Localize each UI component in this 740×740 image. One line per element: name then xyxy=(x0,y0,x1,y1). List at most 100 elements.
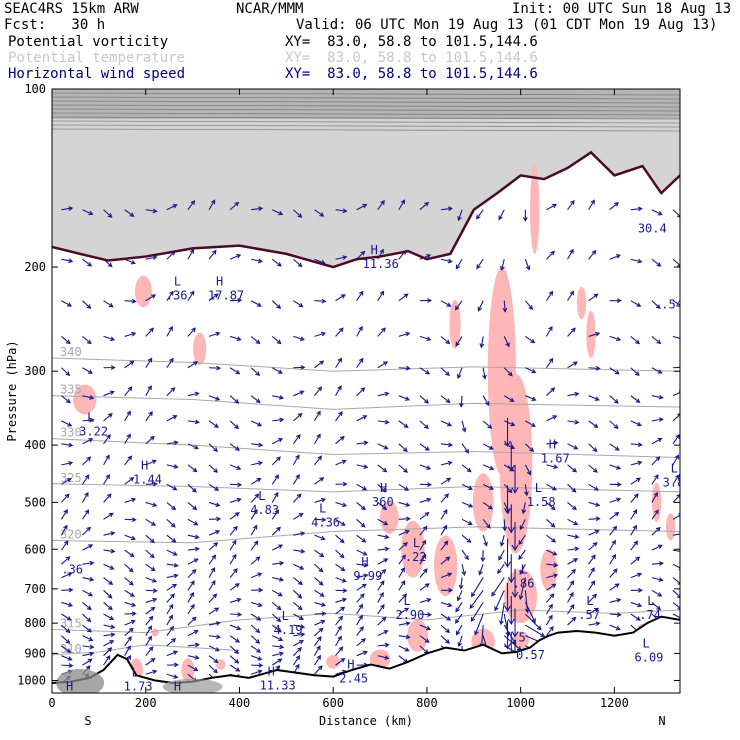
wind-arrow xyxy=(82,526,92,536)
wind-arrow xyxy=(229,597,242,603)
wind-arrow xyxy=(314,549,325,558)
wind-arrow xyxy=(335,597,348,603)
wind-arrow xyxy=(103,602,113,611)
wind-arrow xyxy=(609,511,620,520)
wind-arrow xyxy=(419,443,430,451)
wind-arrow xyxy=(166,673,179,679)
pv-area-22 xyxy=(326,655,341,669)
wind-arrow xyxy=(651,544,663,551)
wind-arrow xyxy=(250,655,263,661)
wind-arrow xyxy=(455,602,463,613)
wind-arrow xyxy=(314,563,324,573)
wind-arrow xyxy=(229,568,238,578)
wind-arrow xyxy=(103,390,115,397)
wind-arrow xyxy=(630,508,638,520)
pv-extremum-label-4: H xyxy=(380,481,387,495)
wind-arrow xyxy=(477,300,484,312)
wind-arrow xyxy=(314,386,323,397)
wind-arrow xyxy=(314,360,325,369)
pv-extremum-label-28: 0.57 xyxy=(516,648,545,662)
pv-extremum-label-8: H xyxy=(549,437,556,451)
pv-area-26 xyxy=(576,286,587,320)
wind-arrow xyxy=(356,518,366,528)
wind-arrow xyxy=(419,568,428,578)
wind-arrow xyxy=(525,624,546,637)
wind-arrow xyxy=(271,491,279,503)
wind-arrow xyxy=(651,335,662,345)
wind-arrow xyxy=(208,443,218,452)
wind-arrow xyxy=(522,209,528,222)
wind-arrow xyxy=(461,534,472,543)
wind-arrow xyxy=(229,443,240,451)
wind-arrow xyxy=(314,589,325,597)
wind-arrow xyxy=(546,483,557,491)
wind-arrow xyxy=(524,484,529,497)
wind-arrow xyxy=(356,501,366,511)
wind-arrow xyxy=(525,367,537,374)
pv-extremum-value-0: 3.22 xyxy=(79,425,108,439)
wind-arrow-strong xyxy=(504,485,512,515)
wind-arrow xyxy=(567,580,575,591)
wind-arrow xyxy=(103,613,115,620)
wind-arrow xyxy=(208,420,219,428)
wind-arrow xyxy=(440,420,452,427)
pv-extremum-label-18: H xyxy=(347,658,354,672)
wind-arrow xyxy=(356,549,368,556)
wind-arrow xyxy=(651,367,663,374)
wind-arrow xyxy=(377,443,389,450)
wind-arrow xyxy=(187,591,194,603)
wind-arrow xyxy=(335,606,346,615)
wind-arrow xyxy=(455,258,463,270)
wind-arrow xyxy=(335,625,342,636)
wind-arrow xyxy=(251,669,263,675)
wind-arrow xyxy=(61,258,74,264)
wind-arrow xyxy=(672,366,680,369)
wind-arrow xyxy=(187,558,199,565)
wind-arrow xyxy=(651,417,664,423)
wind-arrow xyxy=(356,325,363,337)
wind-arrow xyxy=(588,464,598,473)
wind-arrow xyxy=(546,501,556,511)
wind-arrow-strong xyxy=(507,554,515,584)
wind-arrow xyxy=(609,482,622,487)
wind-arrow xyxy=(461,564,467,577)
wind-arrow xyxy=(335,294,346,302)
wind-arrow xyxy=(609,443,620,451)
wind-arrow xyxy=(208,249,217,260)
wind-arrow xyxy=(609,583,620,591)
wind-arrow xyxy=(461,420,467,433)
wind-arrow xyxy=(398,483,410,491)
wind-arrow xyxy=(546,518,556,528)
wind-arrow xyxy=(630,460,643,466)
wind-arrow xyxy=(103,512,114,520)
wind-arrow xyxy=(440,335,451,345)
wind-arrow xyxy=(293,531,306,536)
wind-arrow xyxy=(630,572,643,579)
theta-label-335: 335 xyxy=(60,383,82,397)
wind-arrow xyxy=(314,534,326,541)
wind-arrow xyxy=(61,663,74,668)
pv-area-2 xyxy=(193,332,207,366)
wind-arrow xyxy=(124,331,137,337)
pv-extremum-value-17: 11.33 xyxy=(260,678,296,692)
wind-arrow xyxy=(398,529,410,536)
pv-area-21 xyxy=(216,659,226,670)
wind-arrow xyxy=(440,367,450,377)
wind-arrow xyxy=(419,395,429,404)
wind-arrow xyxy=(251,442,264,448)
wind-arrow xyxy=(103,474,110,485)
wind-arrow xyxy=(440,624,451,634)
wind-arrow xyxy=(567,248,574,260)
wind-arrow xyxy=(145,518,156,526)
x-tick-label: 1000 xyxy=(506,696,535,710)
wind-arrow xyxy=(651,209,663,216)
wind-arrow xyxy=(272,651,285,657)
wind-arrow xyxy=(419,553,427,565)
wind-arrow xyxy=(356,593,365,603)
pv-extremum-value-22: 3.8 xyxy=(663,475,685,489)
wind-arrow xyxy=(440,601,453,608)
wind-arrow xyxy=(335,435,345,445)
wind-arrow xyxy=(229,539,237,551)
wind-arrow xyxy=(482,443,494,450)
wind-arrow xyxy=(567,464,578,473)
